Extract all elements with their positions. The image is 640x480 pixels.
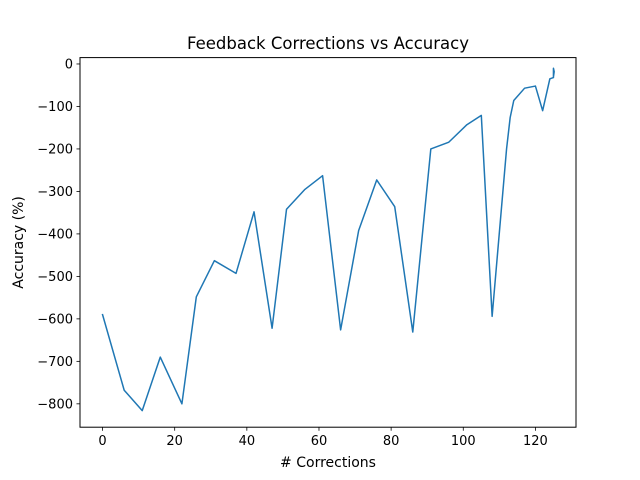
- series-line-0: [101, 67, 555, 412]
- y-tick-label: −500: [37, 270, 73, 285]
- y-axis-label: Accuracy (%): [11, 196, 27, 289]
- x-tick-label: 20: [166, 434, 183, 449]
- y-axis-ticks: 0 −100 −200 −300 −400 −500 −600 −700 −800: [37, 57, 80, 412]
- x-tick-label: 60: [311, 434, 328, 449]
- y-tick-label: −100: [37, 100, 73, 115]
- y-tick-label: −300: [37, 185, 73, 200]
- y-tick-label: 0: [65, 57, 73, 72]
- y-tick-label: −800: [37, 397, 73, 412]
- x-tick-label: 120: [523, 434, 548, 449]
- y-tick-label: −700: [37, 355, 73, 370]
- x-tick-label: 80: [383, 434, 400, 449]
- plot-area: [101, 67, 555, 412]
- x-axis-label: # Corrections: [280, 455, 376, 471]
- x-tick-label: 40: [239, 434, 256, 449]
- y-tick-label: −400: [37, 227, 73, 242]
- x-tick-label: 0: [98, 434, 106, 449]
- y-tick-label: −600: [37, 312, 73, 327]
- x-tick-label: 100: [451, 434, 476, 449]
- axes-frame: [79, 57, 577, 428]
- chart-title: Feedback Corrections vs Accuracy: [187, 34, 469, 53]
- y-tick-label: −200: [37, 142, 73, 157]
- x-axis-ticks: 0 20 40 60 80 100 120: [98, 427, 548, 449]
